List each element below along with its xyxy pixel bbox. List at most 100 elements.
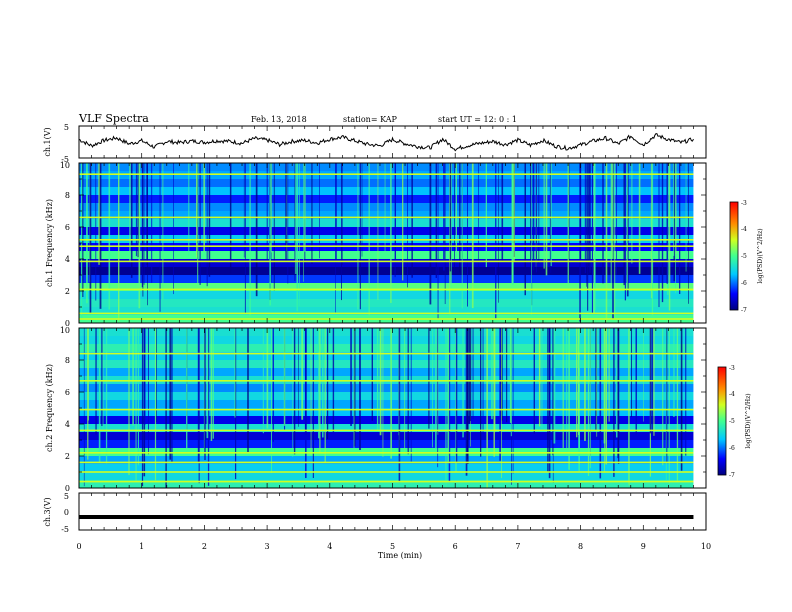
psd-streak	[478, 163, 479, 268]
psd-streak	[616, 163, 617, 275]
psd-band	[79, 163, 694, 171]
psd-streak	[495, 163, 497, 319]
psd-streak	[141, 328, 144, 487]
psd-streak	[513, 163, 515, 261]
psd-line	[79, 260, 694, 263]
psd-streak	[587, 163, 589, 311]
psd-streak	[680, 328, 683, 471]
psd-band	[79, 219, 694, 227]
psd-streak	[382, 328, 384, 457]
psd-streak	[568, 328, 570, 470]
ch1-waveform-line	[78, 133, 694, 152]
psd-streak	[105, 328, 108, 464]
psd-streak	[95, 163, 97, 301]
psd-streak	[137, 163, 139, 258]
psd-streak	[311, 163, 313, 264]
psd-streak	[566, 328, 568, 451]
psd-streak	[303, 163, 304, 282]
ch1-spec-ylabel: ch.1 Frequency (kHz)	[45, 199, 54, 287]
ch1-waveform-panel: 5 -5 ch.1(V)	[43, 123, 707, 164]
psd-band	[79, 344, 694, 352]
psd-streak	[591, 163, 593, 314]
psd-line	[79, 380, 694, 382]
psd-streak	[81, 163, 83, 320]
psd-streak	[486, 328, 488, 488]
psd-band	[79, 283, 694, 291]
ch2-spec-ytick-4: 4	[65, 420, 70, 429]
psd-streak	[605, 163, 608, 322]
psd-streak	[322, 328, 324, 438]
psd-streak	[447, 328, 450, 462]
psd-streak	[98, 163, 101, 265]
psd-streak	[196, 163, 197, 258]
xtick-2: 2	[202, 542, 207, 551]
psd-streak	[524, 163, 526, 296]
psd-streak	[653, 328, 655, 436]
psd-streak	[404, 328, 406, 454]
ch2-cbar-tick-m4: -4	[729, 391, 735, 398]
psd-streak	[445, 328, 447, 488]
psd-streak	[379, 328, 382, 436]
psd-streak	[197, 328, 200, 463]
psd-streak	[132, 328, 134, 426]
psd-band	[79, 408, 694, 416]
ch3-frame	[78, 492, 707, 531]
psd-streak	[390, 328, 392, 459]
psd-streak	[312, 328, 314, 479]
psd-streak	[335, 163, 337, 261]
psd-streak	[410, 328, 412, 462]
psd-streak	[407, 328, 409, 455]
psd-streak	[271, 328, 272, 474]
psd-streak	[567, 163, 569, 287]
psd-streak	[234, 328, 236, 418]
psd-streak	[580, 163, 582, 265]
psd-streak	[294, 163, 297, 274]
psd-streak	[394, 163, 396, 278]
xtick-1: 1	[139, 542, 144, 551]
psd-streak	[471, 163, 474, 309]
psd-streak	[342, 163, 343, 265]
start-time-label: start UT = 12: 0 : 1	[438, 115, 517, 124]
psd-streak	[576, 328, 578, 438]
psd-streak	[301, 328, 304, 420]
psd-streak	[141, 163, 143, 288]
ch1-spec-ytick-10: 10	[60, 161, 70, 170]
time-axis: 0 1 2 3 4 5 6 7 8 9 10 Time (min)	[76, 542, 711, 560]
psd-streak	[584, 328, 586, 441]
psd-streak	[128, 328, 130, 476]
psd-streak	[144, 328, 146, 425]
psd-streak	[675, 163, 677, 254]
psd-streak	[86, 163, 88, 277]
psd-band	[79, 179, 694, 187]
psd-streak	[208, 163, 211, 277]
psd-streak	[377, 163, 379, 300]
psd-line	[79, 461, 694, 464]
psd-streak	[384, 163, 386, 253]
ch2-spectrogram-image	[79, 328, 706, 488]
psd-streak	[118, 163, 120, 322]
psd-streak	[270, 163, 272, 253]
psd-streak	[203, 163, 205, 252]
psd-streak	[661, 163, 664, 303]
psd-streak	[296, 163, 299, 312]
psd-streak	[266, 328, 269, 429]
psd-streak	[272, 328, 274, 442]
psd-streak	[594, 163, 596, 311]
psd-streak	[455, 328, 458, 462]
psd-streak	[273, 163, 275, 291]
no-data-region	[693, 163, 706, 323]
psd-streak	[470, 328, 472, 422]
psd-band	[79, 187, 694, 195]
psd-streak	[428, 328, 430, 429]
psd-band	[79, 464, 694, 472]
psd-streak	[617, 328, 620, 464]
psd-streak	[628, 328, 630, 486]
psd-streak	[493, 328, 495, 457]
psd-band	[79, 259, 694, 267]
psd-streak	[468, 328, 471, 424]
psd-streak	[151, 163, 153, 283]
psd-streak	[101, 328, 103, 427]
psd-band	[79, 360, 694, 368]
ch2-colorbar: -3 -4 -5 -6 -7 log(PSD)(V^2/Hz)	[717, 365, 752, 479]
psd-streak	[501, 163, 504, 262]
